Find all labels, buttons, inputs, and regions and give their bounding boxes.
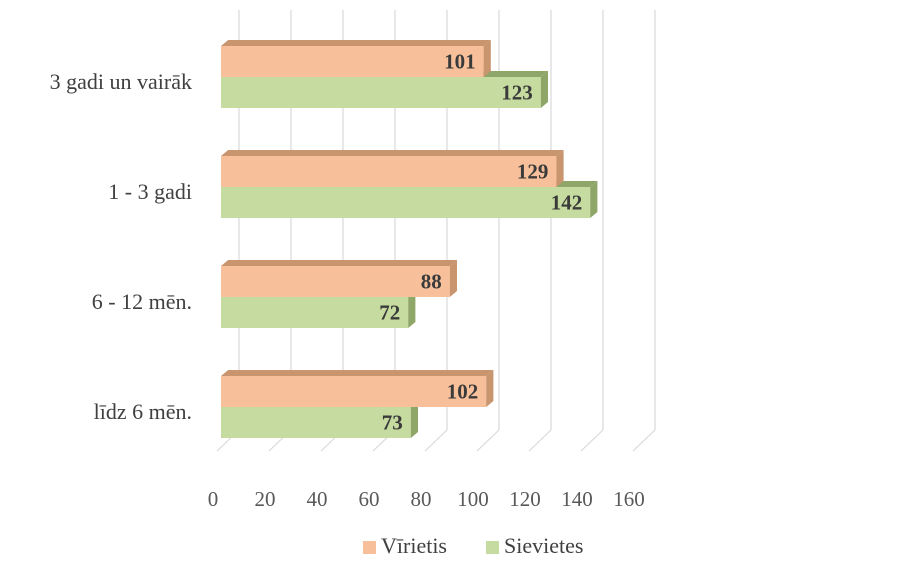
legend: Vīrietis Sievietes bbox=[363, 533, 583, 558]
tick-label: 40 bbox=[307, 487, 328, 511]
category-label: 3 gadi un vairāk bbox=[50, 69, 192, 94]
tick-label: 120 bbox=[509, 487, 541, 511]
category-label: 6 - 12 mēn. bbox=[92, 289, 192, 314]
bar-front-face bbox=[221, 407, 411, 438]
tick-label: 0 bbox=[208, 487, 219, 511]
tick-label: 140 bbox=[561, 487, 593, 511]
category-labels: 3 gadi un vairāk 1 - 3 gadi 6 - 12 mēn. līd… bbox=[50, 69, 192, 424]
gridline-floor bbox=[528, 429, 552, 452]
bar-top-face bbox=[221, 260, 457, 266]
bar-side-face bbox=[449, 260, 457, 297]
bar-front-face bbox=[221, 46, 484, 77]
bar bbox=[221, 260, 457, 297]
bar bbox=[221, 150, 564, 187]
data-label: 88 bbox=[421, 270, 442, 294]
bar-top-face bbox=[221, 150, 564, 156]
bar-side-face bbox=[486, 370, 494, 407]
bar-front-face bbox=[221, 376, 487, 407]
bar-top-face bbox=[221, 40, 491, 46]
tick-label: 20 bbox=[255, 487, 276, 511]
gridline-floor bbox=[476, 429, 500, 452]
x-axis-tick-labels: 0 20 40 60 80 100 120 140 160 bbox=[208, 487, 645, 511]
tick-label: 160 bbox=[613, 487, 645, 511]
category-label: 1 - 3 gadi bbox=[108, 179, 192, 204]
bar-side-face bbox=[483, 40, 491, 77]
data-label: 102 bbox=[447, 380, 479, 404]
gridline-floor bbox=[580, 429, 604, 452]
bar-side-face bbox=[590, 181, 598, 218]
data-label: 142 bbox=[551, 191, 583, 215]
tick-label: 100 bbox=[457, 487, 489, 511]
legend-item: Vīrietis bbox=[363, 533, 447, 558]
bar-side-face bbox=[540, 71, 548, 108]
legend-label: Vīrietis bbox=[381, 533, 447, 558]
tick-label: 80 bbox=[411, 487, 432, 511]
tick-label: 60 bbox=[359, 487, 380, 511]
bar bbox=[221, 40, 491, 77]
bar-front-face bbox=[221, 297, 409, 328]
bar-side-face bbox=[410, 401, 418, 438]
bar-front-face bbox=[221, 156, 557, 187]
bar bbox=[221, 370, 494, 407]
bar-top-face bbox=[221, 370, 494, 376]
gridline-floor bbox=[424, 429, 448, 452]
legend-item: Sievietes bbox=[486, 533, 583, 558]
legend-swatch bbox=[486, 541, 499, 554]
data-label: 129 bbox=[517, 160, 549, 184]
bar-front-face bbox=[221, 187, 591, 218]
data-label: 72 bbox=[379, 301, 400, 325]
bar-front-face bbox=[221, 77, 541, 108]
data-label: 101 bbox=[444, 50, 476, 74]
bar-front-face bbox=[221, 266, 450, 297]
legend-swatch bbox=[363, 541, 376, 554]
bar-side-face bbox=[556, 150, 564, 187]
legend-label: Sievietes bbox=[504, 533, 583, 558]
bar-side-face bbox=[408, 291, 416, 328]
category-label: līdz 6 mēn. bbox=[94, 399, 192, 424]
bars bbox=[221, 40, 598, 438]
data-label: 73 bbox=[382, 411, 403, 435]
data-label: 123 bbox=[501, 81, 533, 105]
gridline-floor bbox=[632, 429, 656, 452]
